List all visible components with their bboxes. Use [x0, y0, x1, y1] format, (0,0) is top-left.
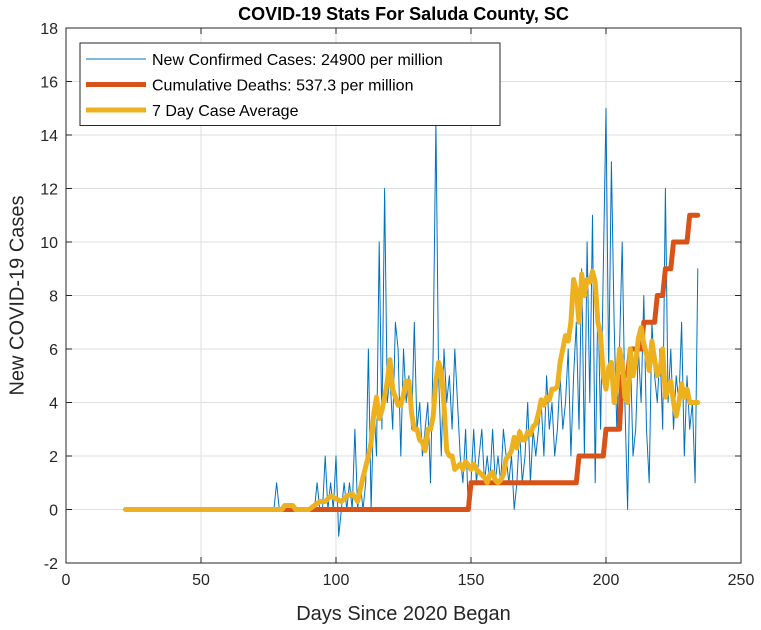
seven-day-average-line: [122, 268, 701, 512]
x-axis-title: Days Since 2020 Began: [296, 603, 511, 625]
legend-box: [79, 42, 501, 126]
x-tick-label: 200: [593, 572, 620, 589]
chart-title: COVID-19 Stats For Saluda County, SC: [238, 4, 569, 24]
legend-label-new-cases: New Confirmed Cases: 24900 per million: [152, 52, 443, 69]
y-tick-label: 16: [40, 75, 58, 92]
y-tick-label: 18: [40, 21, 58, 38]
y-tick-label: 10: [40, 235, 58, 252]
x-tick-label: 100: [323, 572, 350, 589]
y-tick-label: 12: [40, 182, 58, 199]
x-tick-label: 250: [728, 572, 755, 589]
y-tick-label: 8: [49, 289, 58, 306]
y-tick-label: -2: [44, 556, 58, 573]
legend: New Confirmed Cases: 24900 per million Cu…: [79, 42, 501, 126]
legend-label-deaths: Cumulative Deaths: 537.3 per million: [152, 78, 413, 95]
x-tick-label: 0: [62, 572, 71, 589]
y-tick-label: 0: [49, 503, 58, 520]
y-tick-label: 2: [49, 449, 58, 466]
y-tick-label: 6: [49, 342, 58, 359]
x-tick-label: 150: [458, 572, 485, 589]
y-tick-label: 4: [49, 396, 58, 413]
cumulative-deaths-line: [279, 212, 701, 512]
y-tick-label: 14: [40, 128, 58, 145]
y-axis-title: New COVID-19 Cases: [6, 195, 28, 395]
legend-label-average: 7 Day Case Average: [152, 103, 299, 120]
x-tick-label: 50: [192, 572, 210, 589]
series-lines: [122, 107, 701, 537]
